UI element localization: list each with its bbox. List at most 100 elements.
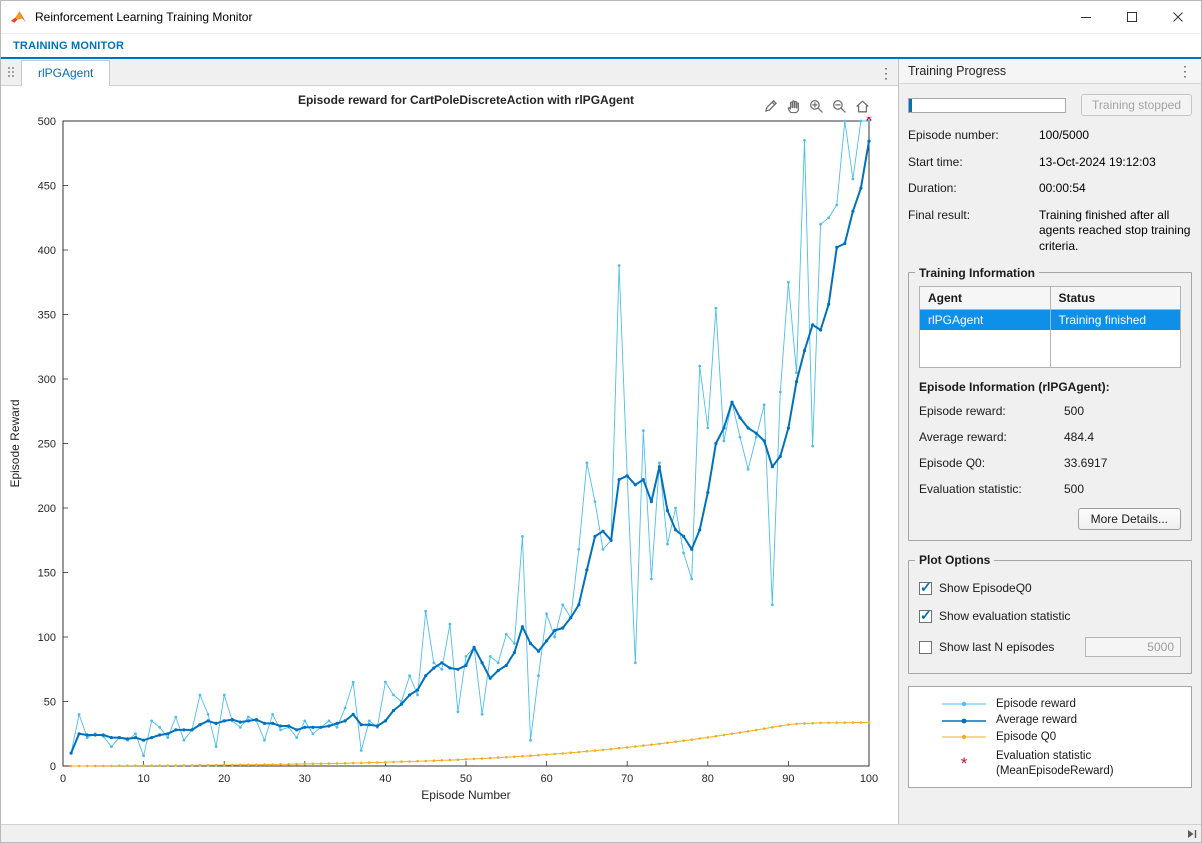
average-reward-label: Average reward: [919,430,1064,444]
horizontal-scrollbar[interactable] [1,824,1201,842]
episode-q0-line-sample [941,730,987,744]
start-time-value: 13-Oct-2024 19:12:03 [1039,155,1192,171]
svg-text:*: * [961,755,968,773]
title-bar: Reinforcement Learning Training Monitor [1,1,1201,33]
episode-reward-line-sample [941,697,987,711]
svg-text:30: 30 [299,773,311,785]
training-progress-body: Training stopped Episode number: 100/500… [899,84,1201,824]
svg-text:40: 40 [379,773,391,785]
legend-label: Evaluation statistic (MeanEpisodeReward) [996,749,1114,778]
window-title: Reinforcement Learning Training Monitor [35,10,252,24]
drag-grip-icon[interactable] [1,59,21,85]
episode-number-row: Episode number: 100/5000 [908,128,1192,144]
svg-text:0: 0 [50,761,56,773]
document-menu-kebab-icon[interactable]: ⋮ [874,61,898,85]
episode-reward-chart[interactable]: 0102030405060708090100050100150200250300… [1,86,897,824]
evaluation-statistic-marker-sample: * [941,755,987,773]
brush-data-icon[interactable] [760,96,780,116]
tab-training-monitor[interactable]: TRAINING MONITOR [1,40,136,52]
evaluation-statistic-value: 500 [1064,482,1181,496]
toolstrip: TRAINING MONITOR [1,33,1201,59]
svg-text:80: 80 [702,773,714,785]
minimize-button[interactable] [1063,1,1109,33]
svg-text:500: 500 [38,116,56,128]
zoom-out-icon[interactable] [829,96,849,116]
legend-label: Episode Q0 [996,730,1056,744]
episode-reward-row: Episode reward: 500 [919,404,1181,418]
progress-row: Training stopped [908,94,1192,116]
show-last-n-episodes-row: ✓ Show last N episodes [919,637,1181,657]
close-icon [1173,12,1184,23]
matlab-logo-icon [10,9,27,26]
show-episodeq0-label: Show EpisodeQ0 [939,581,1032,595]
episode-q0-value: 33.6917 [1064,456,1181,470]
chart-legend: Episode reward Average reward Episode Q0… [908,686,1192,788]
more-details-row: More Details... [919,508,1181,530]
show-episodeq0-checkbox[interactable]: ✓ [919,582,932,595]
checkmark-icon: ✓ [920,579,932,596]
legend-entry-episode-q0: Episode Q0 [941,730,1159,744]
pan-hand-icon[interactable] [783,96,803,116]
legend-label: Average reward [996,713,1077,727]
checkmark-icon: ✓ [920,607,932,624]
document-tab-bar: rlPGAgent ⋮ [1,59,898,86]
svg-text:Episode Reward: Episode Reward [8,399,22,487]
show-last-n-episodes-checkbox[interactable]: ✓ [919,641,932,654]
panel-menu-kebab-icon[interactable]: ⋮ [1173,59,1197,83]
plot-options-title: Plot Options [915,553,994,567]
progress-fill [909,99,912,112]
start-time-row: Start time: 13-Oct-2024 19:12:03 [908,155,1192,171]
app-window: Reinforcement Learning Training Monitor … [0,0,1202,843]
agent-column-header: Agent [920,286,1051,309]
show-evaluation-statistic-checkbox[interactable]: ✓ [919,610,932,623]
svg-text:70: 70 [621,773,633,785]
svg-text:100: 100 [38,632,56,644]
training-progress-header: Training Progress ⋮ [899,59,1201,84]
training-information-group: Training Information Agent Status rlPGAg… [908,266,1192,542]
episode-information-title: Episode Information (rlPGAgent): [919,380,1181,394]
legend-label: Episode reward [996,697,1076,711]
episode-q0-label: Episode Q0: [919,456,1064,470]
final-result-value: Training finished after all agents reach… [1039,208,1192,255]
maximize-button[interactable] [1109,1,1155,33]
svg-text:60: 60 [540,773,552,785]
svg-text:10: 10 [137,773,149,785]
close-button[interactable] [1155,1,1201,33]
table-row-rlpgagent[interactable]: rlPGAgent Training finished [920,309,1181,330]
episode-reward-label: Episode reward: [919,404,1064,418]
zoom-in-icon[interactable] [806,96,826,116]
training-progress-bar [908,98,1066,113]
axes-toolbar [758,95,874,117]
episode-reward-value: 500 [1064,404,1181,418]
agent-cell: rlPGAgent [920,309,1051,330]
evaluation-statistic-row: Evaluation statistic: 500 [919,482,1181,496]
svg-text:300: 300 [38,374,56,386]
last-n-episodes-input[interactable] [1085,637,1181,657]
plot-options-group: Plot Options ✓ Show EpisodeQ0 ✓ Show eva… [908,553,1192,674]
svg-text:250: 250 [38,439,56,451]
svg-text:400: 400 [38,245,56,257]
svg-text:0: 0 [60,773,66,785]
show-last-n-episodes-label: Show last N episodes [939,640,1054,654]
figure-area: Episode reward for CartPoleDiscreteActio… [1,86,898,824]
more-details-button[interactable]: More Details... [1078,508,1181,530]
legend-entry-average-reward: Average reward [941,713,1159,727]
svg-text:350: 350 [38,310,56,322]
duration-label: Duration: [908,181,1039,197]
chart-title: Episode reward for CartPoleDiscreteActio… [63,93,869,107]
status-column-header: Status [1050,286,1181,309]
show-evaluation-statistic-label: Show evaluation statistic [939,609,1070,623]
svg-text:50: 50 [460,773,472,785]
svg-text:20: 20 [218,773,230,785]
start-time-label: Start time: [908,155,1039,171]
final-result-label: Final result: [908,208,1039,255]
agent-status-table: Agent Status rlPGAgent Training finished [919,286,1181,369]
average-reward-row: Average reward: 484.4 [919,430,1181,444]
maximize-icon [1127,12,1138,23]
tab-rlpgagent[interactable]: rlPGAgent [21,60,110,86]
training-stopped-button[interactable]: Training stopped [1081,94,1192,116]
scroll-to-end-icon[interactable] [1183,825,1201,842]
main-area: rlPGAgent ⋮ Episode reward for CartPoleD… [1,59,1201,824]
restore-view-home-icon[interactable] [852,96,872,116]
show-episodeq0-row: ✓ Show EpisodeQ0 [919,581,1181,595]
